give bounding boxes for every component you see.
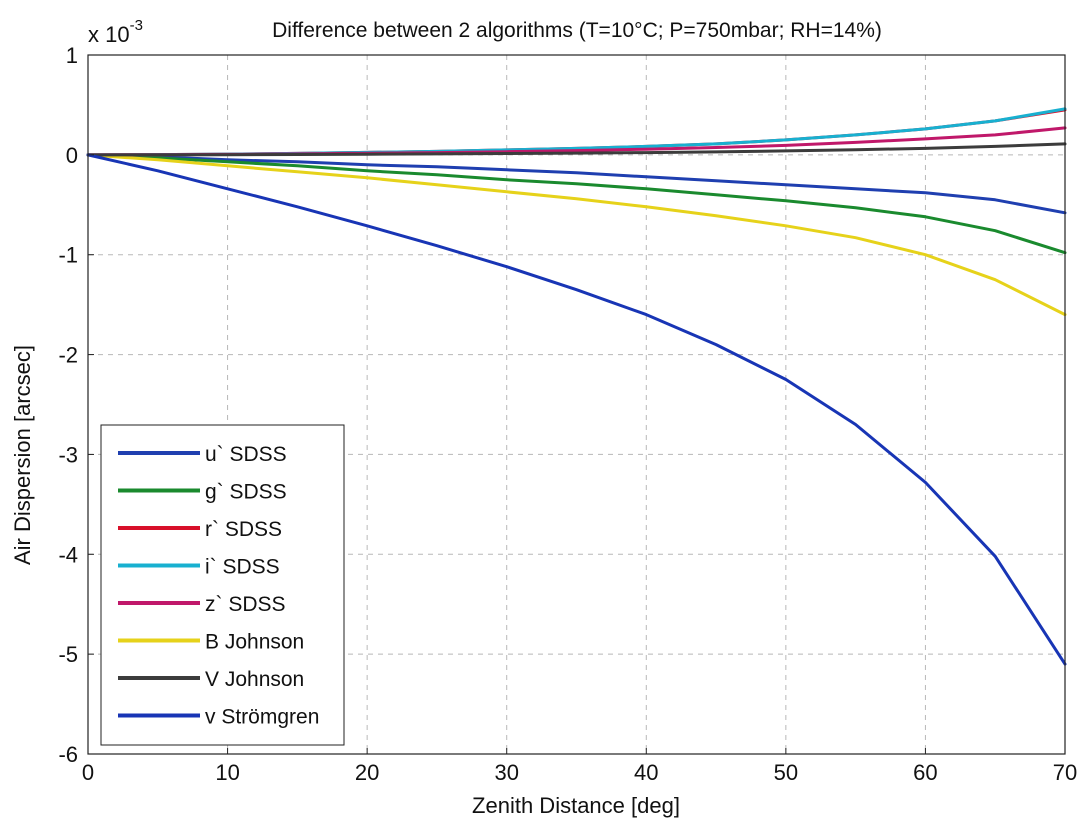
- x-axis-label: Zenith Distance [deg]: [472, 793, 680, 818]
- series-line-2: [86, 153, 1067, 255]
- y-tick-label: -2: [58, 343, 78, 368]
- y-axis-label: Air Dispersion [arcsec]: [10, 345, 35, 565]
- series-layer: [86, 107, 1067, 666]
- series-line-8: [86, 153, 1067, 666]
- plot-frame: [87, 54, 1066, 755]
- x-tick-label: 40: [634, 760, 658, 785]
- series-line-1: [86, 153, 1067, 215]
- y-tick-label: -5: [58, 642, 78, 667]
- chart-title: Difference between 2 algorithms (T=10°C;…: [272, 19, 882, 42]
- y-tick-label: 1: [66, 43, 78, 68]
- x-tick-label: 70: [1053, 760, 1077, 785]
- x-tick-label: 60: [913, 760, 937, 785]
- legend-label: v Strömgren: [205, 706, 319, 729]
- legend-label: V Johnson: [205, 668, 304, 691]
- x-tick-label: 20: [355, 760, 379, 785]
- legend-label: u` SDSS: [205, 443, 287, 466]
- x-tick-label: 10: [215, 760, 239, 785]
- y-tick-label: -6: [58, 742, 78, 767]
- legend-label: z` SDSS: [205, 593, 286, 616]
- y-tick-label: -3: [58, 442, 78, 467]
- x-tick-label: 30: [494, 760, 518, 785]
- legend-label: B Johnson: [205, 631, 304, 654]
- y-axis-multiplier: x 10-3: [88, 17, 143, 47]
- x-tick-label: 0: [82, 760, 94, 785]
- series-line-7: [86, 142, 1067, 157]
- legend-label: r` SDSS: [205, 518, 282, 541]
- series-line-6: [86, 153, 1067, 317]
- legend-label: i` SDSS: [205, 556, 280, 579]
- legend: u` SDSS g` SDSS r` SDSS i` SDSS z` SDSS B Joh…: [100, 424, 345, 746]
- y-tick-label: -4: [58, 542, 78, 567]
- x-tick-label: 50: [774, 760, 798, 785]
- y-axis-ticks: 1 0 -1 -2 -3 -4 -5 -6: [58, 43, 94, 767]
- y-tick-label: -1: [58, 243, 78, 268]
- legend-label: g` SDSS: [205, 481, 287, 504]
- legend-box: [100, 424, 345, 746]
- y-tick-label: 0: [66, 143, 78, 168]
- x-axis-ticks: 0 10 20 30 40 50 60 70: [82, 748, 1077, 785]
